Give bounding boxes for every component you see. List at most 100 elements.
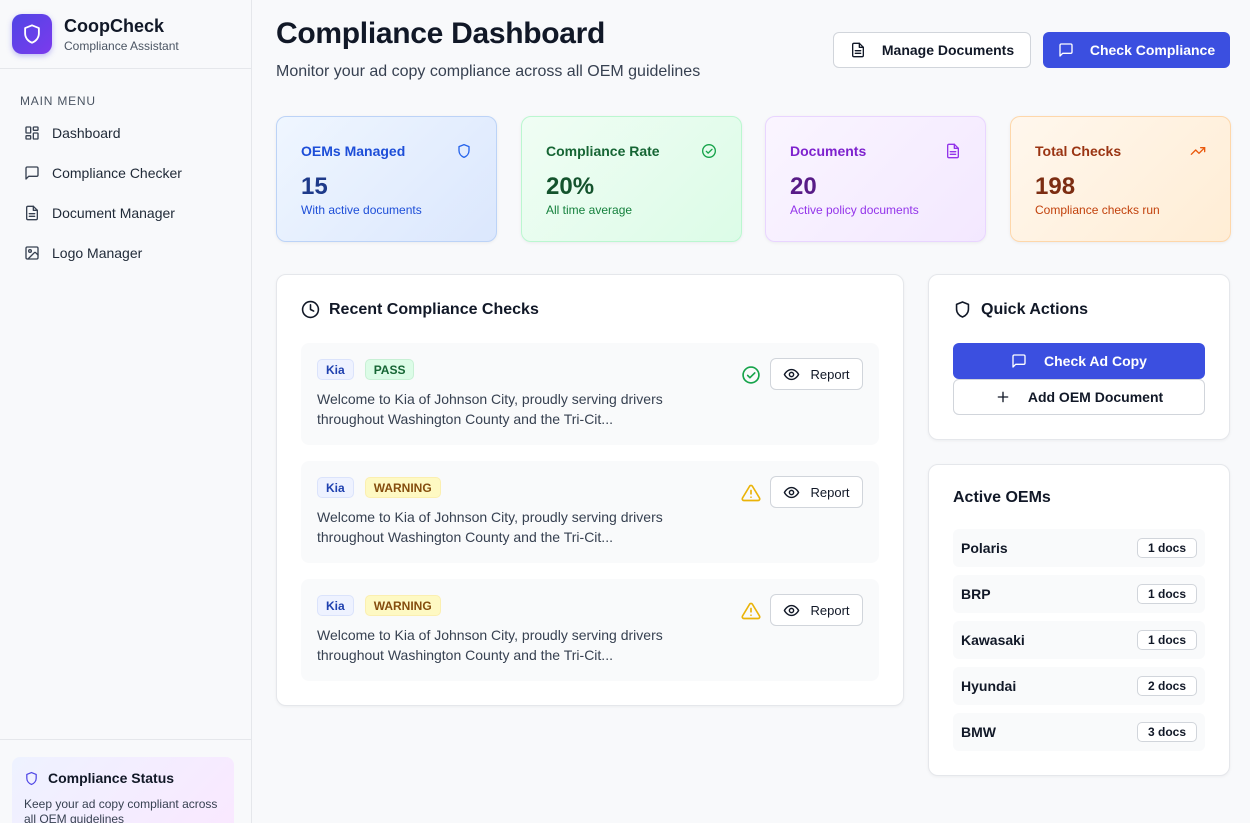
main-menu: Dashboard Compliance Checker Document Ma… bbox=[12, 113, 240, 273]
menu-section-label: MAIN MENU bbox=[20, 94, 96, 108]
status-title: Compliance Status bbox=[48, 770, 175, 786]
dashboard-grid-icon bbox=[24, 125, 40, 141]
check-circle-icon bbox=[701, 143, 717, 159]
sidebar-item-document-manager[interactable]: Document Manager bbox=[12, 193, 240, 233]
stat-card-oems-managed: OEMs Managed 15 With active documents bbox=[276, 116, 497, 242]
message-square-icon bbox=[1011, 353, 1027, 369]
quick-actions-card: Quick Actions Check Ad Copy Add OEM Docu… bbox=[928, 274, 1230, 440]
sidebar-item-dashboard[interactable]: Dashboard bbox=[12, 113, 240, 153]
shield-icon bbox=[24, 771, 39, 786]
compliance-status-card: Compliance Status Keep your ad copy comp… bbox=[12, 757, 234, 823]
check-compliance-button[interactable]: Check Compliance bbox=[1043, 32, 1230, 68]
stat-title: Total Checks bbox=[1035, 143, 1122, 159]
sidebar-footer: Compliance Status Keep your ad copy comp… bbox=[0, 739, 251, 823]
active-oems-title: Active OEMs bbox=[953, 489, 1051, 506]
stat-title: OEMs Managed bbox=[301, 143, 406, 159]
app-name: CoopCheck bbox=[64, 16, 165, 36]
recent-checks-title: Recent Compliance Checks bbox=[329, 300, 539, 318]
check-item: Kia WARNING Welcome to Kia of Johnson Ci… bbox=[301, 461, 879, 563]
warning-triangle-icon bbox=[741, 483, 761, 503]
eye-icon bbox=[783, 602, 800, 619]
brand: CoopCheck Compliance Assistant bbox=[0, 0, 251, 69]
sidebar-item-logo-manager[interactable]: Logo Manager bbox=[12, 233, 240, 273]
check-text: Welcome to Kia of Johnson City, proudly … bbox=[317, 509, 663, 545]
stat-card-total-checks: Total Checks 198 Compliance checks run bbox=[1010, 116, 1231, 242]
report-label: Report bbox=[810, 484, 850, 500]
report-button[interactable]: Report bbox=[770, 476, 863, 508]
stat-value: 20 bbox=[790, 173, 817, 200]
recent-checks-card: Recent Compliance Checks Kia PASS Welcom… bbox=[276, 274, 904, 706]
page-subtitle: Monitor your ad copy compliance across a… bbox=[276, 63, 701, 80]
stat-title: Documents bbox=[790, 143, 867, 159]
oem-row[interactable]: Hyundai 2 docs bbox=[953, 667, 1205, 705]
check-ad-copy-label: Check Ad Copy bbox=[1044, 353, 1147, 369]
trending-up-icon bbox=[1190, 143, 1206, 159]
sidebar-item-compliance-checker[interactable]: Compliance Checker bbox=[12, 153, 240, 193]
page-title: Compliance Dashboard bbox=[276, 17, 606, 50]
status-badge: PASS bbox=[364, 359, 415, 380]
oem-tag: Kia bbox=[317, 359, 354, 380]
report-button[interactable]: Report bbox=[770, 358, 863, 390]
warning-triangle-icon bbox=[741, 601, 761, 621]
eye-icon bbox=[783, 366, 800, 383]
oem-name: Hyundai bbox=[961, 678, 1017, 694]
file-text-icon bbox=[24, 205, 40, 221]
docs-count-badge: 3 docs bbox=[1136, 722, 1197, 742]
shield-icon bbox=[953, 300, 972, 319]
docs-count-badge: 1 docs bbox=[1136, 584, 1197, 604]
oem-tag: Kia bbox=[317, 595, 354, 616]
docs-count-badge: 1 docs bbox=[1136, 538, 1197, 558]
file-text-icon bbox=[850, 42, 866, 58]
sidebar-item-label: Document Manager bbox=[52, 205, 175, 221]
sidebar-item-label: Logo Manager bbox=[52, 245, 143, 261]
manage-documents-label: Manage Documents bbox=[881, 42, 1015, 58]
quick-actions-title: Quick Actions bbox=[981, 300, 1088, 318]
sidebar: CoopCheck Compliance Assistant MAIN MENU… bbox=[0, 0, 252, 823]
check-ad-copy-button[interactable]: Check Ad Copy bbox=[953, 343, 1205, 379]
stat-value: 198 bbox=[1035, 173, 1076, 200]
check-circle-icon bbox=[741, 365, 761, 385]
add-oem-document-button[interactable]: Add OEM Document bbox=[953, 379, 1205, 415]
message-square-icon bbox=[24, 165, 40, 181]
file-text-icon bbox=[945, 143, 961, 159]
stat-title: Compliance Rate bbox=[546, 143, 660, 159]
main-content: Compliance Dashboard Monitor your ad cop… bbox=[252, 0, 1250, 823]
report-button[interactable]: Report bbox=[770, 594, 863, 626]
sidebar-item-label: Dashboard bbox=[52, 125, 121, 141]
oem-row[interactable]: Polaris 1 docs bbox=[953, 529, 1205, 567]
app-subtitle: Compliance Assistant bbox=[64, 39, 179, 53]
report-label: Report bbox=[810, 366, 850, 382]
plus-icon bbox=[995, 389, 1011, 405]
oem-tag: Kia bbox=[317, 477, 354, 498]
check-item: Kia PASS Welcome to Kia of Johnson City,… bbox=[301, 343, 879, 445]
status-badge: WARNING bbox=[364, 595, 441, 616]
check-item: Kia WARNING Welcome to Kia of Johnson Ci… bbox=[301, 579, 879, 681]
status-description: Keep your ad copy compliant across all O… bbox=[24, 797, 218, 823]
check-compliance-label: Check Compliance bbox=[1089, 42, 1216, 58]
oem-row[interactable]: Kawasaki 1 docs bbox=[953, 621, 1205, 659]
stat-card-documents: Documents 20 Active policy documents bbox=[765, 116, 986, 242]
manage-documents-button[interactable]: Manage Documents bbox=[833, 32, 1031, 68]
stat-description: Compliance checks run bbox=[1035, 203, 1160, 217]
add-oem-document-label: Add OEM Document bbox=[1027, 389, 1164, 405]
check-text: Welcome to Kia of Johnson City, proudly … bbox=[317, 627, 663, 663]
stat-value: 20% bbox=[546, 173, 595, 200]
oem-row[interactable]: BMW 3 docs bbox=[953, 713, 1205, 751]
shield-logo-icon bbox=[12, 14, 52, 54]
shield-icon bbox=[456, 143, 472, 159]
oem-name: Kawasaki bbox=[961, 632, 1025, 648]
message-square-icon bbox=[1058, 42, 1074, 58]
docs-count-badge: 2 docs bbox=[1136, 676, 1197, 696]
image-icon bbox=[24, 245, 40, 261]
report-label: Report bbox=[810, 602, 850, 618]
oem-name: BMW bbox=[961, 724, 996, 740]
status-badge: WARNING bbox=[364, 477, 441, 498]
active-oems-card: Active OEMs Polaris 1 docs BRP 1 docs Ka… bbox=[928, 464, 1230, 776]
clock-icon bbox=[301, 300, 320, 319]
oem-name: BRP bbox=[961, 586, 991, 602]
sidebar-item-label: Compliance Checker bbox=[52, 165, 182, 181]
stat-description: With active documents bbox=[301, 203, 422, 217]
docs-count-badge: 1 docs bbox=[1136, 630, 1197, 650]
oem-name: Polaris bbox=[961, 540, 1008, 556]
oem-row[interactable]: BRP 1 docs bbox=[953, 575, 1205, 613]
